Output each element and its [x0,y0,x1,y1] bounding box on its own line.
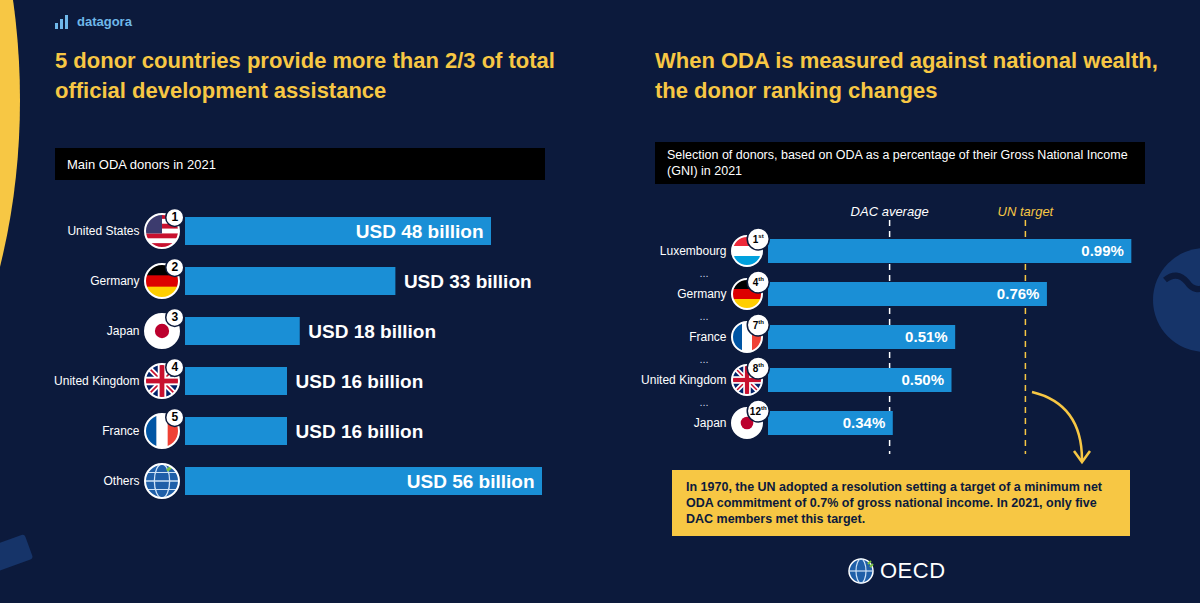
svg-text:France: France [102,424,140,438]
svg-text:UN target: UN target [998,204,1055,219]
svg-text:1: 1 [171,210,178,224]
html-text:When ODA is measured against n: When ODA is measured against national we… [655,48,1158,103]
svg-text:Japan: Japan [694,416,727,430]
svg-text:...: ... [699,353,708,365]
html-text:Main ODA donors in 2021: Main ODA donors in 2021 [67,156,216,172]
svg-text:United Kingdom: United Kingdom [54,374,139,388]
svg-text:USD 18 billion: USD 18 billion [308,321,436,342]
html-text:5 donor countries provide more: 5 donor countries provide more than 2/3 … [55,48,555,103]
svg-text:2: 2 [171,260,178,274]
html-text:Selection of donors, based on: Selection of donors, based on ODA as a p… [667,148,1128,178]
svg-text:0.99%: 0.99% [1081,242,1124,259]
svg-text:3: 3 [171,310,178,324]
html-text:In 1970, the UN adopted a reso: In 1970, the UN adopted a resolution set… [686,480,1102,526]
svg-text:DAC average: DAC average [851,204,929,219]
svg-text:...: ... [699,310,708,322]
svg-text:1st: 1st [753,233,764,245]
svg-text:4th: 4th [753,276,765,288]
svg-text:4: 4 [171,360,178,374]
svg-text:...: ... [699,267,708,279]
svg-text:8th: 8th [753,362,765,374]
svg-text:Luxembourg: Luxembourg [660,244,727,258]
svg-text:0.76%: 0.76% [997,285,1040,302]
svg-text:USD 56 billion: USD 56 billion [407,471,535,492]
svg-text:France: France [689,330,727,344]
svg-text:USD 33 billion: USD 33 billion [404,271,532,292]
svg-text:USD 16 billion: USD 16 billion [296,421,424,442]
svg-text:...: ... [699,396,708,408]
svg-text:Japan: Japan [107,324,140,338]
svg-text:5: 5 [171,410,178,424]
svg-text:United Kingdom: United Kingdom [641,373,726,387]
svg-text:United States: United States [67,224,139,238]
svg-text:Germany: Germany [90,274,139,288]
svg-text:0.34%: 0.34% [843,414,886,431]
svg-text:USD 16 billion: USD 16 billion [296,371,424,392]
svg-text:USD 48 billion: USD 48 billion [356,221,484,242]
html-text:OECD: OECD [880,558,946,583]
svg-text:Germany: Germany [677,287,726,301]
svg-text:7th: 7th [753,319,765,331]
svg-text:Others: Others [103,474,139,488]
html-text:datagora: datagora [77,14,132,29]
svg-text:0.51%: 0.51% [905,328,948,345]
svg-text:12th: 12th [750,405,767,417]
svg-text:0.50%: 0.50% [901,371,944,388]
